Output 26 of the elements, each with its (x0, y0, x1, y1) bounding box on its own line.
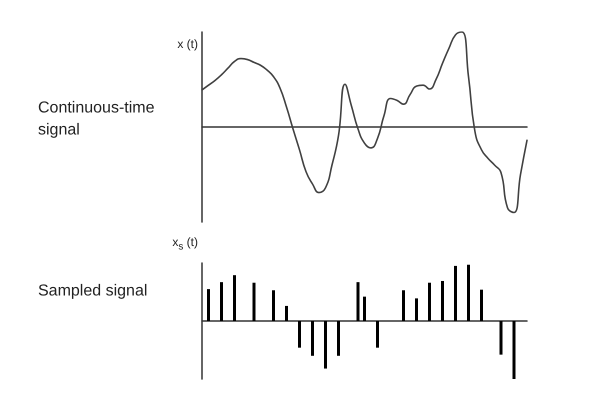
bar (233, 275, 236, 321)
y-axis-title: x (t) (177, 37, 198, 51)
bar (272, 290, 275, 321)
bar (311, 321, 314, 356)
bar (454, 266, 457, 321)
text: Sampled signal (38, 282, 148, 300)
bar (441, 280, 444, 321)
bar (220, 282, 223, 321)
bar (415, 298, 418, 321)
bar (467, 264, 470, 321)
bar (512, 321, 516, 379)
bar (207, 289, 210, 321)
bar (252, 282, 256, 321)
bar (324, 321, 327, 369)
bar (285, 306, 288, 321)
text: Continuous-time signal (38, 100, 159, 138)
bar (298, 321, 301, 348)
bar (363, 296, 366, 321)
bar (376, 321, 379, 348)
bar (337, 321, 340, 356)
bar (500, 321, 502, 355)
bar (402, 290, 405, 321)
bar (428, 282, 431, 321)
bar (356, 282, 360, 321)
y-axis-title: x$_{s}$ (t) (172, 235, 198, 252)
bar (480, 290, 483, 321)
